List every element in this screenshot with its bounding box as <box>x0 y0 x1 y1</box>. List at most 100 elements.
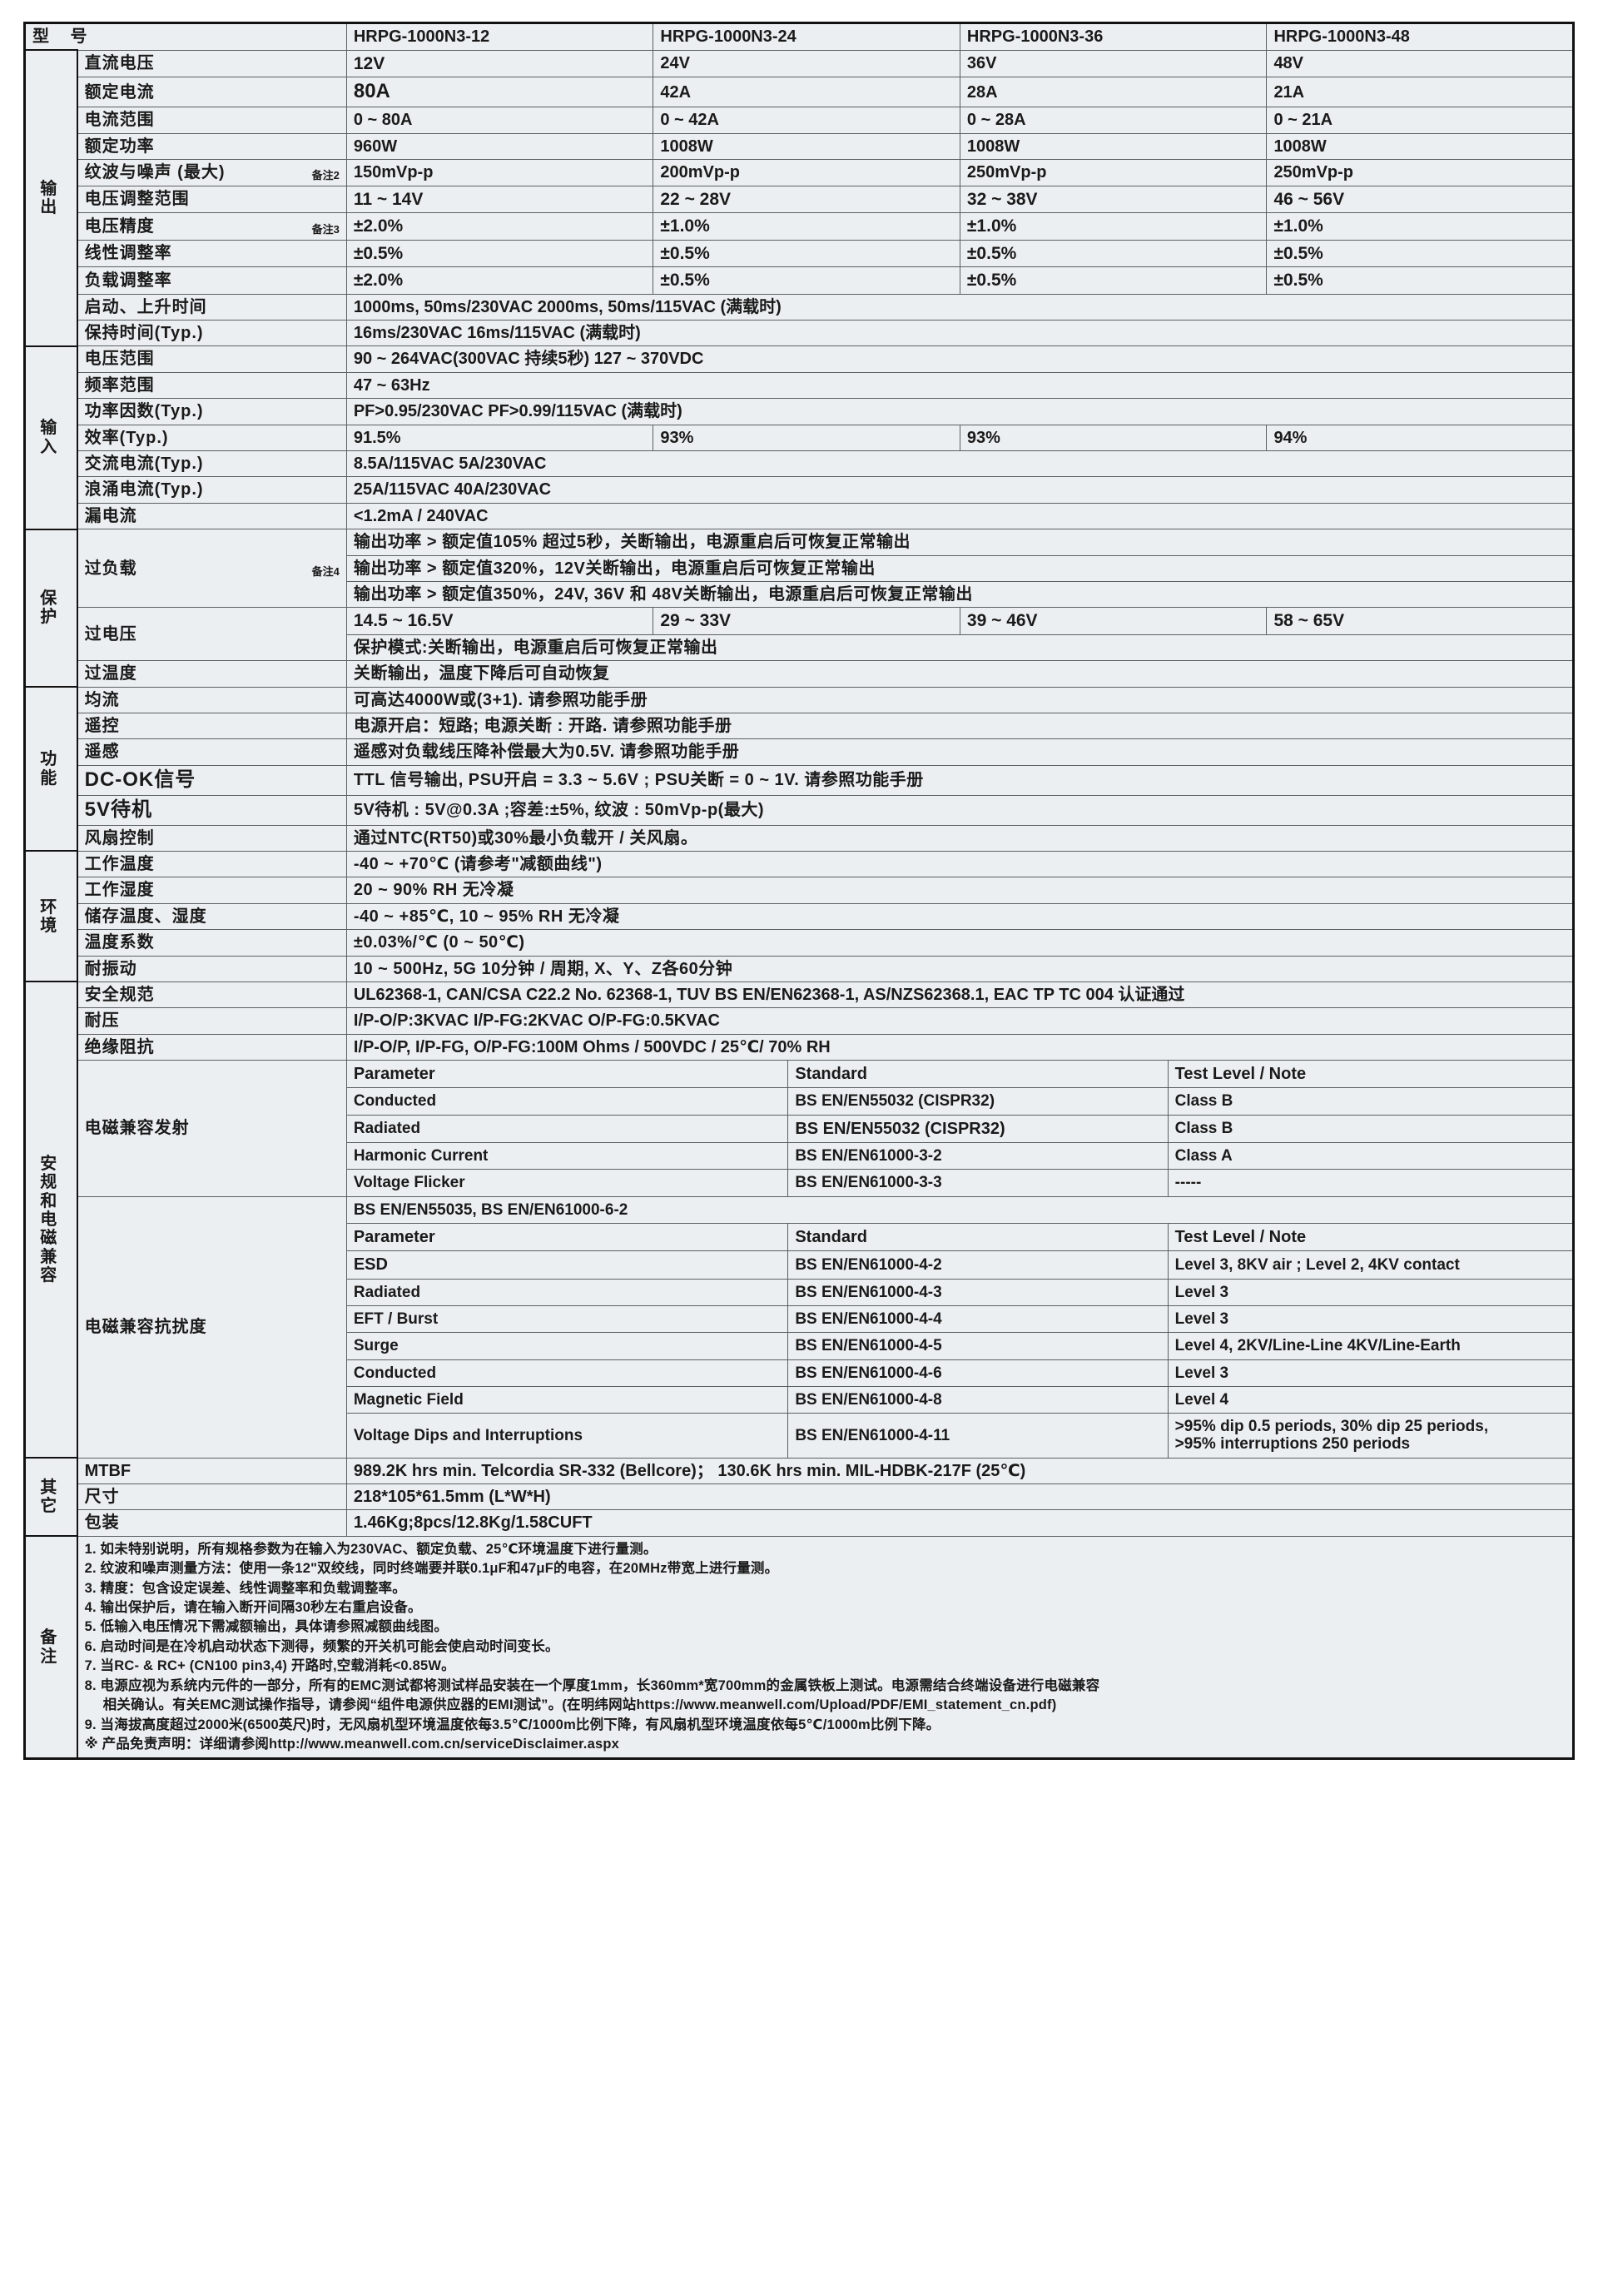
table-header-row: 型 号 HRPG-1000N3-12 HRPG-1000N3-24 HRPG-1… <box>24 22 1574 51</box>
value-hold-up-time: 16ms/230VAC 16ms/115VAC (满载时) <box>345 320 1575 347</box>
param-remote-sense: 遥感 <box>77 738 347 766</box>
table-row: Magnetic Field BS EN/EN61000-4-8 Level 4 <box>346 1385 1572 1414</box>
value-rated-current-48: 21A <box>1266 77 1574 108</box>
table-row: 环 境 工作温度 -40 ~ +70℃ (请参考"减额曲线") <box>23 850 1575 983</box>
table-row: 电流范围 0 ~ 80A 0 ~ 42A 0 ~ 28A 0 ~ 21A <box>25 107 1574 134</box>
note-line-5: 5. 低输入电压情况下需减额输出，具体请参照减额曲线图。 <box>84 1619 449 1635</box>
param-frequency-range: 频率范围 <box>77 371 347 400</box>
table-row: 浪涌电流(Typ.) 25A/115VAC 40A/230VAC <box>25 476 1575 504</box>
note-line-6: 6. 启动时间是在冷机启动状态下测得，频繁的开关机可能会使启动时间变长。 <box>84 1638 559 1654</box>
emc-immunity-level-voltage-dips: >95% dip 0.5 periods, 30% dip 25 periods… <box>1167 1413 1572 1458</box>
table-row: 输 出 直流电压 12V 24V 36V 48V <box>23 49 1574 347</box>
param-ac-current: 交流电流(Typ.) <box>77 450 347 478</box>
note-line-3: 3. 精度：包含设定误差、线性调整率和负载调整率。 <box>84 1580 406 1596</box>
emc-emission-level-flicker: ----- <box>1167 1169 1572 1196</box>
value-ovp-mode: 保护模式:关断输出，电源重启后可恢复正常输出 <box>345 634 1575 662</box>
emc-emission-parameter-flicker: Voltage Flicker <box>346 1169 789 1196</box>
param-rated-power: 额定功率 <box>77 132 347 161</box>
table-row: 耐振动 10 ~ 500Hz, 5G 10分钟 / 周期, X、Y、Z各60分钟 <box>25 955 1575 982</box>
emc-emission-standard-flicker: BS EN/EN61000-3-3 <box>787 1169 1169 1196</box>
value-ripple-24: 200mVp-p <box>653 159 960 186</box>
table-row: 保 护 过负载 备注4 输出功率 > 额定值105% 超过5秒，关断输出，电源重启… <box>23 528 1575 688</box>
table-row: 电压精度 备注3 ±2.0% ±1.0% ±1.0% ±1.0% <box>25 212 1574 241</box>
table-row: 工作湿度 20 ~ 90% RH 无冷凝 <box>25 877 1575 904</box>
value-isolation-resistance: I/P-O/P, I/P-FG, O/P-FG:100M Ohms / 500V… <box>345 1033 1575 1061</box>
value-rated-current-36: 28A <box>959 77 1268 108</box>
value-ripple-36: 250mVp-p <box>959 159 1268 186</box>
emc-emission-header-test-level: Test Level / Note <box>1167 1061 1572 1089</box>
section-label-input: 输 入 <box>23 345 78 530</box>
value-vadj-48: 46 ~ 56V <box>1266 185 1574 214</box>
footnote-ref-4: 备注4 <box>311 564 340 578</box>
param-dc-ok-signal: DC-OK信号 <box>77 764 347 796</box>
note-disclaimer: ※ 产品免责声明：详细请参阅http://www.meanwell.com.cn… <box>84 1736 619 1752</box>
value-overload-line-3: 输出功率 > 额定值350%，24V, 36V 和 48V关断输出，电源重启后可… <box>345 580 1575 609</box>
emc-emission-parameter-conducted: Conducted <box>346 1087 789 1116</box>
note-line-4: 4. 输出保护后，请在输入断开间隔30秒左右重启设备。 <box>84 1600 422 1616</box>
model-header-3: HRPG-1000N3-48 <box>1266 22 1574 51</box>
value-working-humidity: 20 ~ 90% RH 无冷凝 <box>345 877 1575 904</box>
table-row: 功率因数(Typ.) PF>0.95/230VAC PF>0.99/115VAC… <box>25 398 1575 425</box>
param-emc-immunity: 电磁兼容抗扰度 <box>77 1195 347 1459</box>
emc-immunity-parameter-radiated: Radiated <box>346 1278 789 1306</box>
table-row: 额定功率 960W 1008W 1008W 1008W <box>25 132 1574 161</box>
table-row: 线性调整率 ±0.5% ±0.5% ±0.5% ±0.5% <box>25 239 1574 268</box>
table-row: 频率范围 47 ~ 63Hz <box>25 371 1575 400</box>
param-voltage-adj-range: 电压调整范围 <box>77 185 347 214</box>
emc-emission-cell: Parameter Standard Test Level / Note Con… <box>345 1060 1575 1197</box>
emc-emission-level-harmonic: Class A <box>1167 1142 1572 1170</box>
value-current-range-24: 0 ~ 42A <box>653 107 960 134</box>
table-row: 5V待机 5V待机 : 5V@0.3A ;容差:±5%, 纹波 : 50mVp-… <box>25 794 1575 826</box>
section-label-notes: 备 注 <box>23 1535 78 1760</box>
table-row: 电磁兼容抗扰度 BS EN/EN55035, BS EN/EN61000-6-2… <box>25 1195 1575 1459</box>
table-row: 温度系数 ±0.03%/℃ (0 ~ 50℃) <box>25 929 1575 957</box>
param-vibration: 耐振动 <box>77 955 347 982</box>
table-row: Surge BS EN/EN61000-4-5 Level 4, 2KV/Lin… <box>346 1332 1572 1360</box>
value-linereg-12: ±0.5% <box>345 239 654 268</box>
param-load-regulation: 负载调整率 <box>77 266 347 295</box>
table-row: 输出功率 > 额定值350%，24V, 36V 和 48V关断输出，电源重启后可… <box>25 580 1575 609</box>
param-overload: 过负载 备注4 <box>77 529 347 608</box>
emc-emission-standard-conducted: BS EN/EN55032 (CISPR32) <box>787 1087 1169 1116</box>
param-rated-current: 额定电流 <box>77 77 347 108</box>
emc-immunity-level-magnetic: Level 4 <box>1167 1385 1572 1414</box>
emc-immunity-parameter-esd: ESD <box>346 1250 789 1280</box>
value-5v-standby: 5V待机 : 5V@0.3A ;容差:±5%, 纹波 : 50mVp-p(最大) <box>345 794 1575 826</box>
table-row: 负载调整率 ±2.0% ±0.5% ±0.5% ±0.5% <box>25 266 1574 295</box>
emc-header-row: Parameter Standard Test Level / Note <box>346 1222 1572 1252</box>
table-row: 交流电流(Typ.) 8.5A/115VAC 5A/230VAC <box>25 450 1575 478</box>
emc-immunity-parameter-surge: Surge <box>346 1332 789 1360</box>
value-withstand-voltage: I/P-O/P:3KVAC I/P-FG:2KVAC O/P-FG:0.5KVA… <box>345 1007 1575 1035</box>
section-label-others: 其 它 <box>23 1457 78 1538</box>
value-rated-current-24: 42A <box>653 77 960 108</box>
spec-sheet: 型 号 HRPG-1000N3-12 HRPG-1000N3-24 HRPG-1… <box>23 22 1575 1761</box>
emc-immunity-level-conducted: Level 3 <box>1167 1359 1572 1387</box>
param-inrush-current: 浪涌电流(Typ.) <box>77 476 347 504</box>
value-dc-voltage-48: 48V <box>1266 49 1574 78</box>
value-dc-voltage-24: 24V <box>653 49 960 78</box>
table-row: Voltage Flicker BS EN/EN61000-3-3 ----- <box>346 1169 1572 1196</box>
table-row: 效率(Typ.) 91.5% 93% 93% 94% <box>25 424 1574 452</box>
value-rated-power-12: 960W <box>345 132 654 161</box>
param-packing: 包装 <box>77 1509 347 1537</box>
value-dc-voltage-12: 12V <box>345 49 654 78</box>
value-temp-coefficient: ±0.03%/℃ (0 ~ 50℃) <box>345 929 1575 957</box>
table-row: Conducted BS EN/EN61000-4-6 Level 3 <box>346 1359 1572 1387</box>
table-row: 电磁兼容发射 Parameter Standard Test Level / N… <box>25 1060 1575 1197</box>
note-line-2: 2. 纹波和噪声测量方法：使用一条12"双绞线，同时终端要并联0.1μF和47μ… <box>84 1561 779 1577</box>
emc-emission-header-parameter: Parameter <box>346 1061 789 1089</box>
value-mtbf: 989.2K hrs min. Telcordia SR-332 (Bellco… <box>345 1457 1575 1484</box>
param-ripple-noise: 纹波与噪声 (最大) 备注2 <box>77 159 347 186</box>
value-vtol-12: ±2.0% <box>345 212 654 241</box>
value-loadreg-36: ±0.5% <box>959 266 1268 295</box>
emc-immunity-level-radiated: Level 3 <box>1167 1278 1572 1306</box>
emc-immunity-header-test-level: Test Level / Note <box>1167 1222 1572 1252</box>
emc-emission-standard-harmonic: BS EN/EN61000-3-2 <box>787 1142 1169 1170</box>
specification-table: 型 号 HRPG-1000N3-12 HRPG-1000N3-24 HRPG-1… <box>23 22 1575 1761</box>
emc-immunity-banner-row: BS EN/EN55035, BS EN/EN61000-6-2 <box>346 1196 1572 1224</box>
table-row: Radiated BS EN/EN55032 (CISPR32) Class B <box>346 1114 1572 1144</box>
param-leakage-current: 漏电流 <box>77 502 347 530</box>
param-storage-temp-humidity: 储存温度、湿度 <box>77 902 347 931</box>
footnote-ref-3: 备注3 <box>311 222 340 236</box>
param-withstand-voltage: 耐压 <box>77 1007 347 1035</box>
